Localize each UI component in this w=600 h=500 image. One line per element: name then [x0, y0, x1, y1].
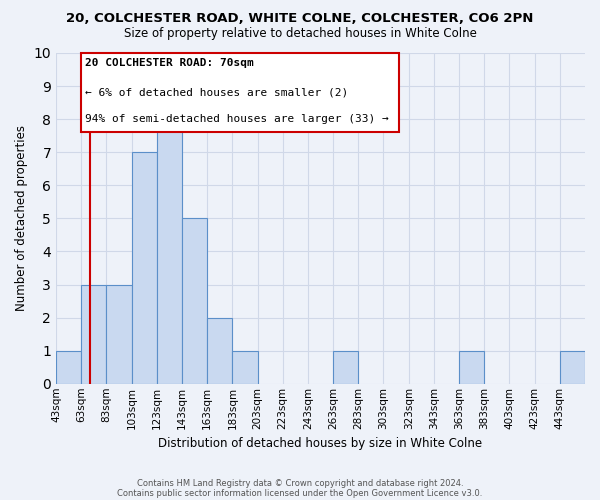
Bar	[182, 218, 207, 384]
Text: 20, COLCHESTER ROAD, WHITE COLNE, COLCHESTER, CO6 2PN: 20, COLCHESTER ROAD, WHITE COLNE, COLCHE…	[67, 12, 533, 26]
Bar	[81, 53, 398, 132]
Text: Contains HM Land Registry data © Crown copyright and database right 2024.: Contains HM Land Registry data © Crown c…	[137, 478, 463, 488]
Bar	[106, 284, 131, 384]
Text: Size of property relative to detached houses in White Colne: Size of property relative to detached ho…	[124, 28, 476, 40]
Bar	[207, 318, 232, 384]
Y-axis label: Number of detached properties: Number of detached properties	[15, 126, 28, 312]
Text: ← 6% of detached houses are smaller (2): ← 6% of detached houses are smaller (2)	[85, 88, 348, 98]
Text: 20 COLCHESTER ROAD: 70sqm: 20 COLCHESTER ROAD: 70sqm	[85, 58, 254, 68]
Bar	[333, 350, 358, 384]
Bar	[56, 350, 81, 384]
Bar	[81, 284, 106, 384]
Bar	[232, 350, 257, 384]
Bar	[560, 350, 585, 384]
Bar	[131, 152, 157, 384]
X-axis label: Distribution of detached houses by size in White Colne: Distribution of detached houses by size …	[158, 437, 482, 450]
Bar	[157, 119, 182, 384]
Text: Contains public sector information licensed under the Open Government Licence v3: Contains public sector information licen…	[118, 488, 482, 498]
Bar	[459, 350, 484, 384]
Text: 94% of semi-detached houses are larger (33) →: 94% of semi-detached houses are larger (…	[85, 114, 389, 124]
